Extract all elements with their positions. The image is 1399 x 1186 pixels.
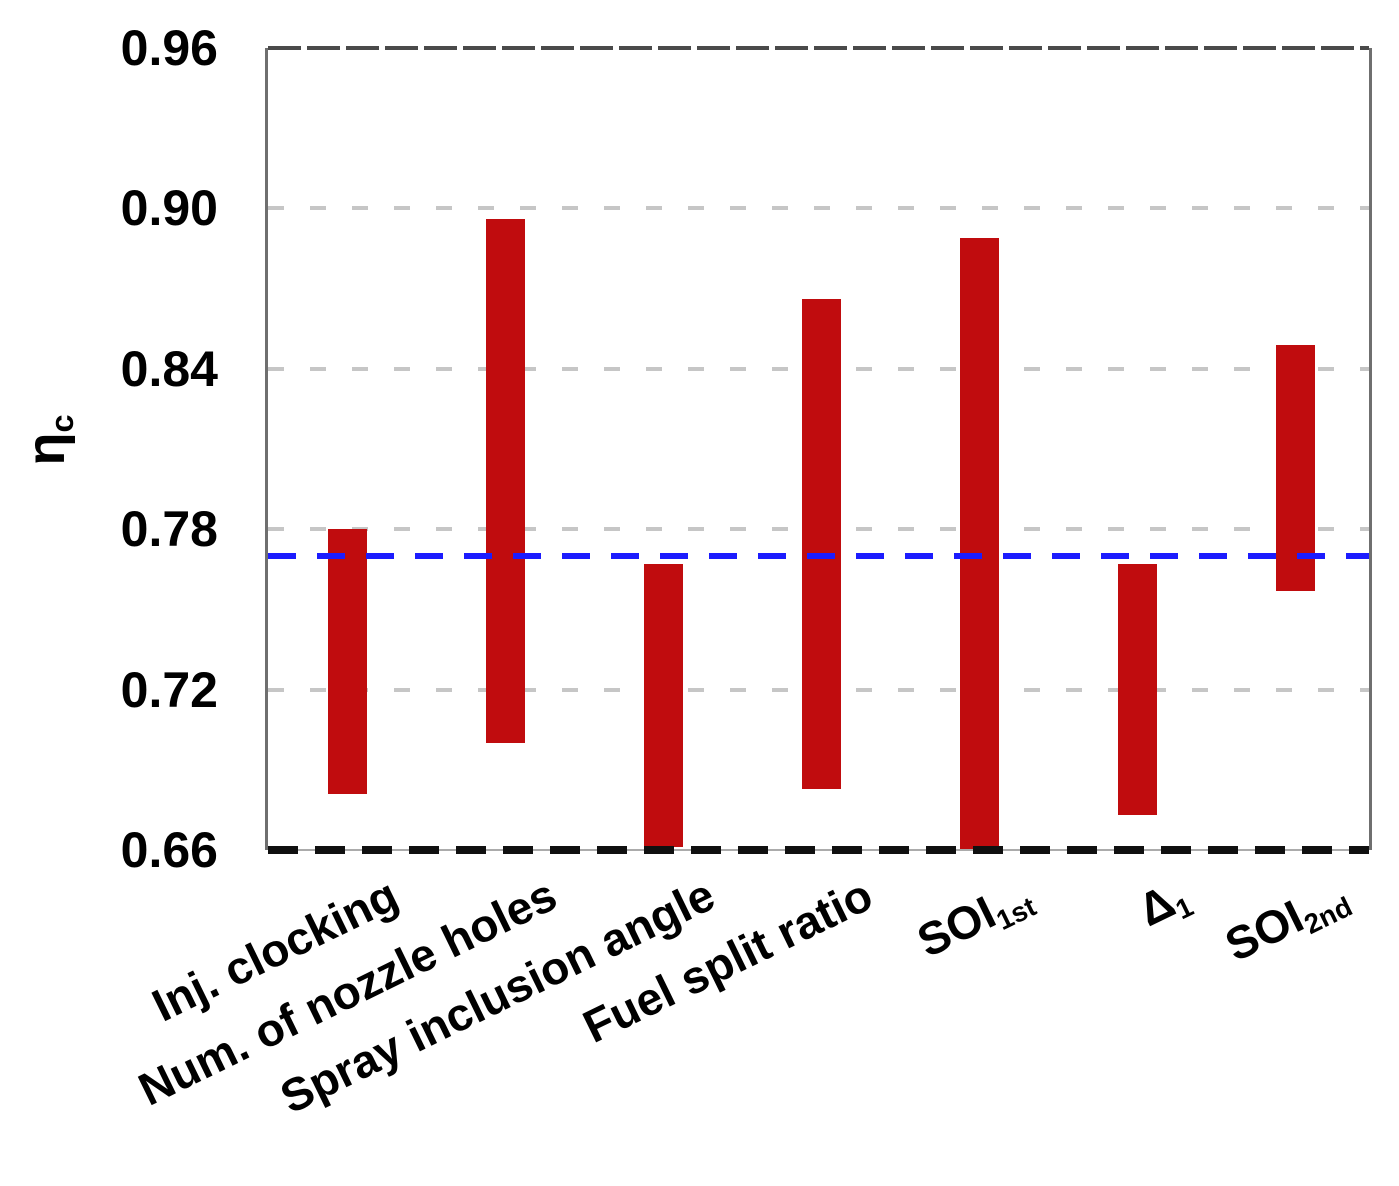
x-category-label: SOI1st — [908, 870, 1041, 968]
y-tick-label: 0.78 — [120, 501, 218, 558]
x-category-label: SOI2nd — [1216, 870, 1357, 972]
x-category-label: Δ1 — [1130, 870, 1198, 936]
range-bar — [1276, 344, 1316, 591]
y-axis-title-base: η — [16, 432, 76, 466]
y-tick-label: 0.72 — [120, 661, 218, 718]
range-bar — [327, 529, 367, 794]
x-axis-dashed-line — [268, 846, 1369, 854]
baseline-reference-line — [268, 552, 1369, 559]
y-axis-title: ηc — [15, 414, 81, 466]
range-bar — [485, 219, 525, 744]
y-tick-label: 0.90 — [120, 180, 218, 237]
range-bar — [643, 563, 683, 848]
y-tick-label: 0.84 — [120, 340, 218, 397]
y-axis-title-subscript: c — [44, 414, 81, 433]
range-bar — [802, 299, 841, 789]
gridline — [268, 206, 1369, 211]
y-tick-label: 0.96 — [120, 20, 218, 76]
top-border-dashed-line — [268, 46, 1369, 50]
plot-area — [265, 46, 1372, 854]
x-category-label-text: SOI — [908, 885, 1003, 968]
range-bar — [1118, 563, 1158, 816]
range-bar — [960, 237, 1000, 850]
x-category-label-text: SOI — [1216, 889, 1311, 972]
y-tick-label: 0.66 — [120, 822, 218, 878]
